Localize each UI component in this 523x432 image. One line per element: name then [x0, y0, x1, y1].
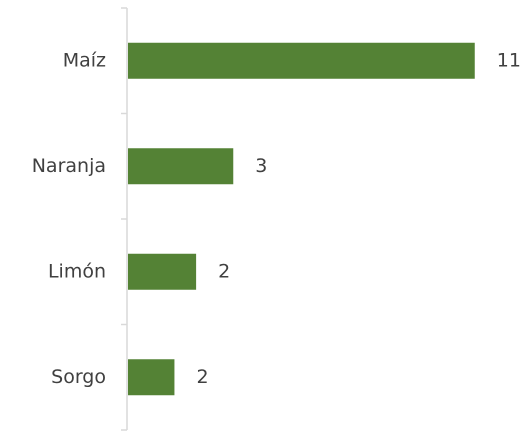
- bar: [128, 359, 175, 396]
- bar: [128, 148, 234, 185]
- y-tick-label: Maíz: [63, 49, 106, 71]
- data-label: 2: [196, 366, 208, 388]
- y-tick-label: Limón: [48, 260, 106, 282]
- y-tick-label: Naranja: [32, 155, 106, 177]
- y-tick-label: Sorgo: [51, 366, 106, 388]
- data-label: 3: [255, 155, 267, 177]
- bar: [128, 42, 475, 79]
- bar: [128, 253, 197, 290]
- data-label: 2: [218, 260, 230, 282]
- data-label: 11: [497, 49, 521, 71]
